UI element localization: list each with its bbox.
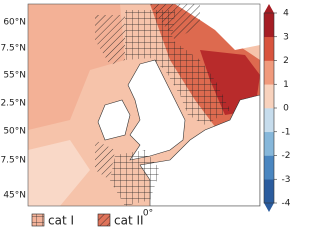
- colorbar-segment: [264, 179, 274, 204]
- map-area: [28, 4, 260, 206]
- lon-label: 0°: [143, 209, 153, 219]
- colorbar-tick-label: 3: [283, 32, 289, 42]
- lat-labels: 60°N 57.5°N 55°N 52.5°N 50°N 47.5°N 45°N: [0, 18, 26, 201]
- land: [97, 99, 131, 141]
- hatch-cat-ii: [95, 140, 115, 180]
- lat-label: 45°N: [3, 191, 26, 201]
- lat-label: 50°N: [3, 127, 26, 137]
- legend-swatch-hatch: [98, 214, 110, 226]
- hatch-cat-i: [110, 150, 160, 206]
- legend-swatch-hatch: [32, 214, 44, 226]
- lat-label: 57.5°N: [0, 44, 26, 54]
- hatch-cat-ii: [150, 4, 200, 40]
- map-figure: 60°N 57.5°N 55°N 52.5°N 50°N 47.5°N 45°N 0° 4 3…: [0, 3, 291, 228]
- colorbar-segment: [264, 155, 274, 180]
- colorbar-segment: [264, 13, 274, 38]
- colorbar-tick-label: -2: [282, 151, 291, 161]
- hatch-cat-i: [125, 10, 230, 125]
- map-frame: [27, 3, 261, 207]
- land: [127, 59, 186, 161]
- colorbar-tick-label: 4: [283, 9, 289, 19]
- colorbar-segment: [264, 84, 274, 109]
- colorbar-tick-label: 2: [283, 56, 289, 66]
- legend-label: cat I: [48, 214, 74, 228]
- colorbar-extend-bottom: [264, 203, 274, 212]
- colorbar-tick-label: 0: [283, 104, 289, 114]
- colorbar-segment: [264, 36, 274, 61]
- legend-label: cat II: [114, 214, 144, 228]
- colorbar-tick-label: -1: [282, 127, 291, 137]
- colorbar-extend-top: [264, 4, 274, 13]
- lat-label: 52.5°N: [0, 99, 26, 109]
- colorbar-segment: [264, 108, 274, 133]
- colorbar-segment: [264, 60, 274, 85]
- lat-label: 60°N: [3, 18, 26, 28]
- hatch-cat-ii: [95, 15, 125, 65]
- colorbar-tick-label: 1: [283, 80, 289, 90]
- lat-label: 47.5°N: [0, 156, 26, 166]
- colorbar-segment: [264, 131, 274, 156]
- lat-label: 55°N: [3, 71, 26, 81]
- colorbar-tick-label: -3: [282, 175, 291, 185]
- colorbar-tick-label: -4: [282, 199, 291, 209]
- sea-zone: [28, 140, 90, 206]
- colorbar: 4 3 2 1 0 -1 -2 -3 -4: [263, 4, 291, 212]
